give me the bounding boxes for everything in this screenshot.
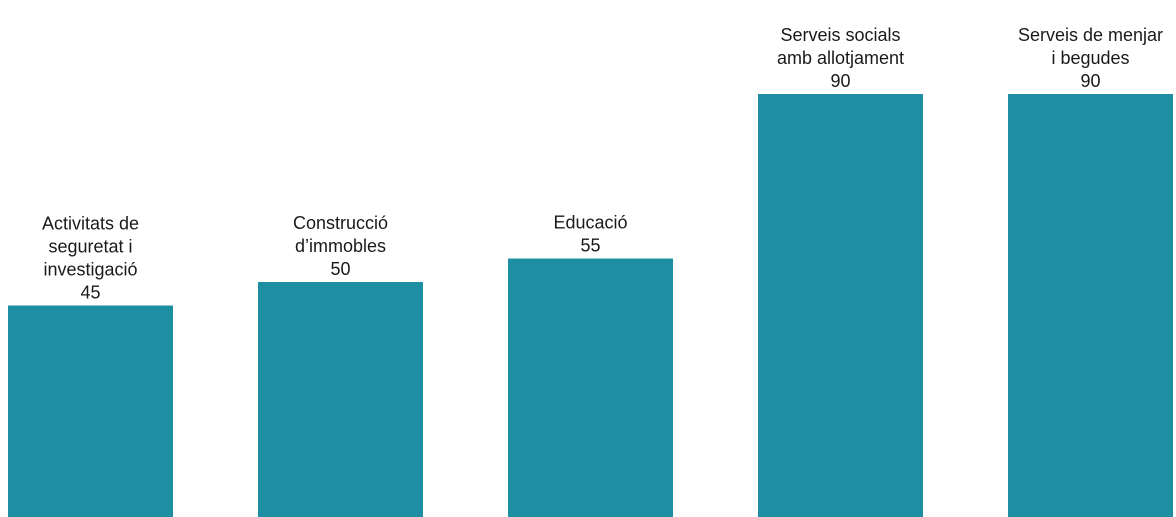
bar-3 <box>758 94 923 517</box>
category-label-0-line-1: seguretat i <box>48 237 132 257</box>
category-label-2-line-0: Educació <box>553 213 627 233</box>
value-label-2: 55 <box>580 236 600 256</box>
value-label-1: 50 <box>330 259 350 279</box>
category-label-3-line-1: amb allotjament <box>777 48 904 68</box>
bar-4 <box>1008 94 1173 517</box>
value-label-4: 90 <box>1080 71 1100 91</box>
value-label-0: 45 <box>80 283 100 303</box>
bar-0 <box>8 305 173 517</box>
category-label-4-line-0: Serveis de menjar <box>1018 25 1163 45</box>
category-label-1-line-0: Construcció <box>293 213 388 233</box>
bar-1 <box>258 282 423 517</box>
category-label-1-line-1: d’immobles <box>295 236 386 256</box>
labels-group: 45 Activitats de seguretat i investigació 50… <box>42 25 1163 303</box>
value-label-3: 90 <box>830 71 850 91</box>
category-label-3-line-0: Serveis socials <box>780 25 900 45</box>
category-label-0-line-0: Activitats de <box>42 214 139 234</box>
category-label-4-line-1: i begudes <box>1051 48 1129 68</box>
bars-group <box>8 94 1173 517</box>
bar-2 <box>508 258 673 517</box>
category-label-0-line-2: investigació <box>43 260 137 280</box>
